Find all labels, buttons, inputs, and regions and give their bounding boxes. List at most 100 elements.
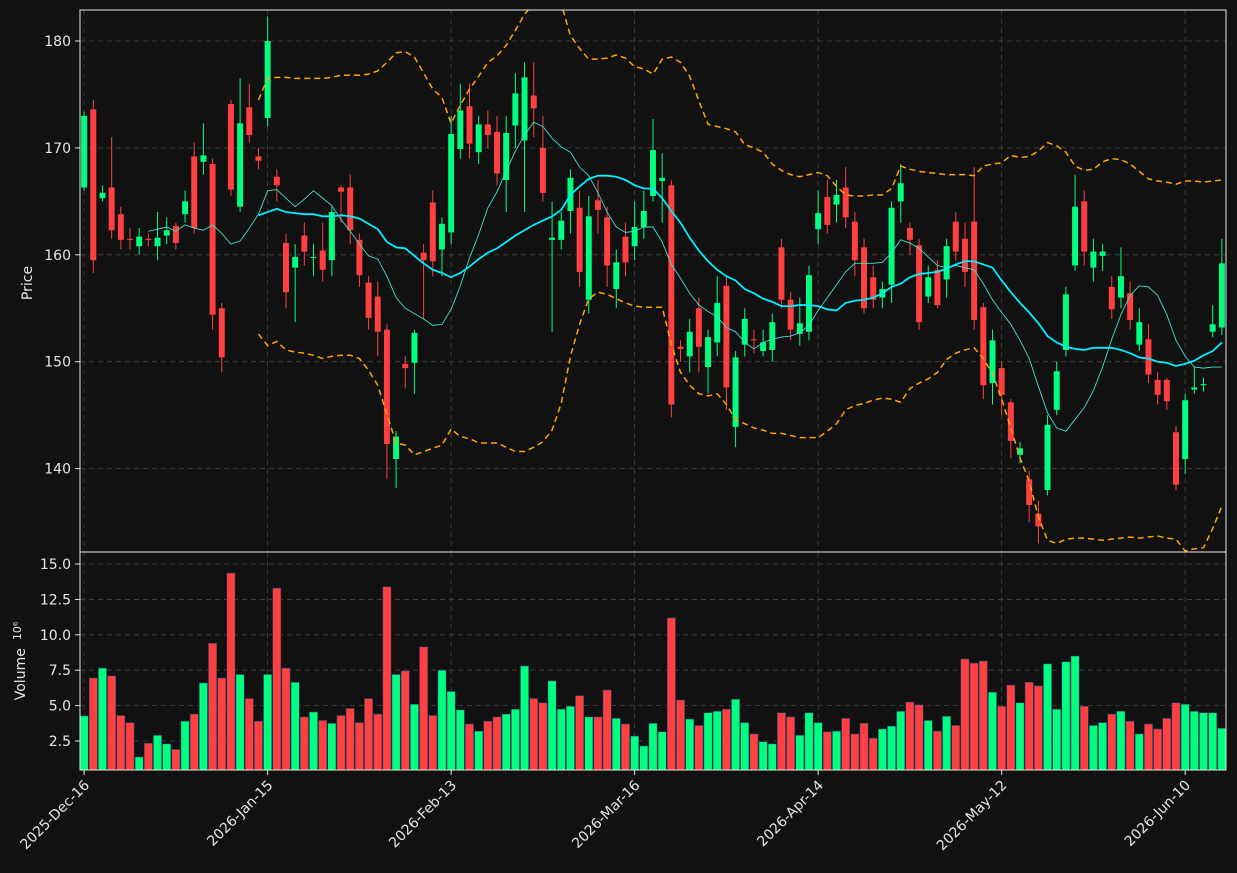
y-tick-label: 150 bbox=[44, 355, 71, 371]
y-tick-label: 180 bbox=[44, 34, 71, 50]
candle-body bbox=[741, 318, 748, 345]
volume-bar bbox=[272, 587, 282, 770]
indicator-line bbox=[257, 10, 1222, 197]
volume-tick-label: 15.0 bbox=[40, 557, 71, 573]
candle-body bbox=[1090, 251, 1097, 268]
candle-body bbox=[182, 201, 189, 215]
volume-bar bbox=[1208, 712, 1218, 770]
candle-body bbox=[448, 134, 455, 233]
candle-body bbox=[227, 104, 234, 190]
volume-bar bbox=[492, 716, 502, 770]
volume-bar bbox=[556, 708, 566, 770]
candle-body bbox=[1145, 339, 1152, 375]
volume-bar bbox=[960, 658, 970, 770]
candle-body bbox=[934, 269, 941, 306]
candle-body bbox=[117, 214, 124, 240]
volume-bar bbox=[373, 713, 383, 770]
candle-body bbox=[218, 308, 225, 358]
candle-body bbox=[237, 123, 244, 207]
volume-bar bbox=[410, 703, 419, 770]
candle-body bbox=[99, 192, 106, 199]
candle-body bbox=[393, 436, 400, 459]
candle-body bbox=[328, 212, 335, 261]
candle-body bbox=[356, 239, 363, 276]
indicator-line bbox=[257, 291, 1223, 552]
candle-body bbox=[503, 132, 510, 180]
y-tick-label: 160 bbox=[44, 248, 71, 264]
candle-body bbox=[1191, 387, 1198, 390]
candle-body bbox=[136, 236, 143, 247]
volume-tick-label: 2.5 bbox=[49, 734, 71, 750]
candle-body bbox=[1099, 251, 1106, 256]
candle-body bbox=[723, 285, 730, 388]
volume-bar bbox=[951, 725, 961, 770]
candle-body bbox=[1173, 432, 1179, 485]
volume-bar bbox=[446, 691, 456, 770]
volume-bar bbox=[630, 735, 640, 770]
volume-bar bbox=[1052, 708, 1062, 770]
volume-bar bbox=[914, 704, 924, 770]
volume-tick-label: 12.5 bbox=[40, 592, 71, 608]
volume-bar bbox=[437, 669, 447, 770]
volume-bar bbox=[611, 718, 621, 770]
volume-bar bbox=[162, 743, 172, 770]
volume-bar bbox=[832, 730, 841, 770]
volume-tick-label: 7.5 bbox=[49, 663, 71, 679]
candle-body bbox=[585, 216, 592, 300]
candles bbox=[81, 16, 1225, 544]
candle-body bbox=[916, 245, 923, 323]
candle-body bbox=[209, 163, 216, 315]
candle-body bbox=[1017, 448, 1023, 455]
volume-bar bbox=[1024, 681, 1034, 770]
volume-bar bbox=[712, 710, 722, 770]
candle-body bbox=[943, 246, 950, 280]
candle-body bbox=[402, 363, 409, 369]
volume-bar bbox=[621, 723, 630, 770]
volume-bar bbox=[217, 677, 227, 770]
volume-bar bbox=[198, 682, 208, 770]
candle-body bbox=[438, 223, 445, 250]
candle-body bbox=[163, 230, 170, 236]
candle-body bbox=[677, 346, 684, 349]
candle-body bbox=[695, 308, 702, 347]
candle-body bbox=[549, 237, 556, 240]
volume-bar bbox=[565, 705, 575, 770]
volume-bar bbox=[116, 715, 126, 770]
candle-body bbox=[1163, 379, 1170, 402]
candle-body bbox=[824, 197, 831, 225]
candle-body bbox=[760, 342, 767, 352]
candle-body bbox=[961, 238, 968, 272]
volume-bar bbox=[244, 698, 254, 770]
indicator-line bbox=[148, 121, 1222, 432]
volume-bar bbox=[1180, 703, 1190, 770]
volume-bar bbox=[143, 742, 153, 770]
candle-body bbox=[429, 202, 436, 262]
candle-body bbox=[631, 227, 638, 247]
candle-body bbox=[870, 277, 877, 300]
volume-bar bbox=[1116, 710, 1126, 770]
candle-body bbox=[842, 187, 849, 218]
candle-body bbox=[145, 238, 152, 240]
volume-bar bbox=[510, 708, 520, 770]
candle-body bbox=[998, 368, 1005, 395]
volume-bar bbox=[336, 715, 346, 770]
volume-bar bbox=[804, 712, 814, 770]
volume-frame bbox=[79, 551, 1227, 771]
candle-body bbox=[952, 221, 959, 252]
volume-bar bbox=[254, 720, 263, 770]
candle-body bbox=[521, 77, 528, 141]
volume-bar bbox=[648, 722, 658, 770]
candle-body bbox=[613, 262, 620, 290]
volume-bar bbox=[226, 572, 236, 770]
candle-body bbox=[1117, 276, 1124, 298]
volume-bar bbox=[364, 698, 373, 770]
candle-body bbox=[778, 247, 785, 300]
volume-bar bbox=[731, 698, 741, 770]
volume-bar bbox=[813, 722, 823, 770]
candle-body bbox=[530, 95, 537, 109]
volume-bar bbox=[841, 718, 851, 770]
volume-bar bbox=[1134, 733, 1144, 770]
candle-body bbox=[127, 238, 133, 240]
volume-bar bbox=[80, 715, 89, 770]
volume-bar bbox=[547, 680, 557, 770]
